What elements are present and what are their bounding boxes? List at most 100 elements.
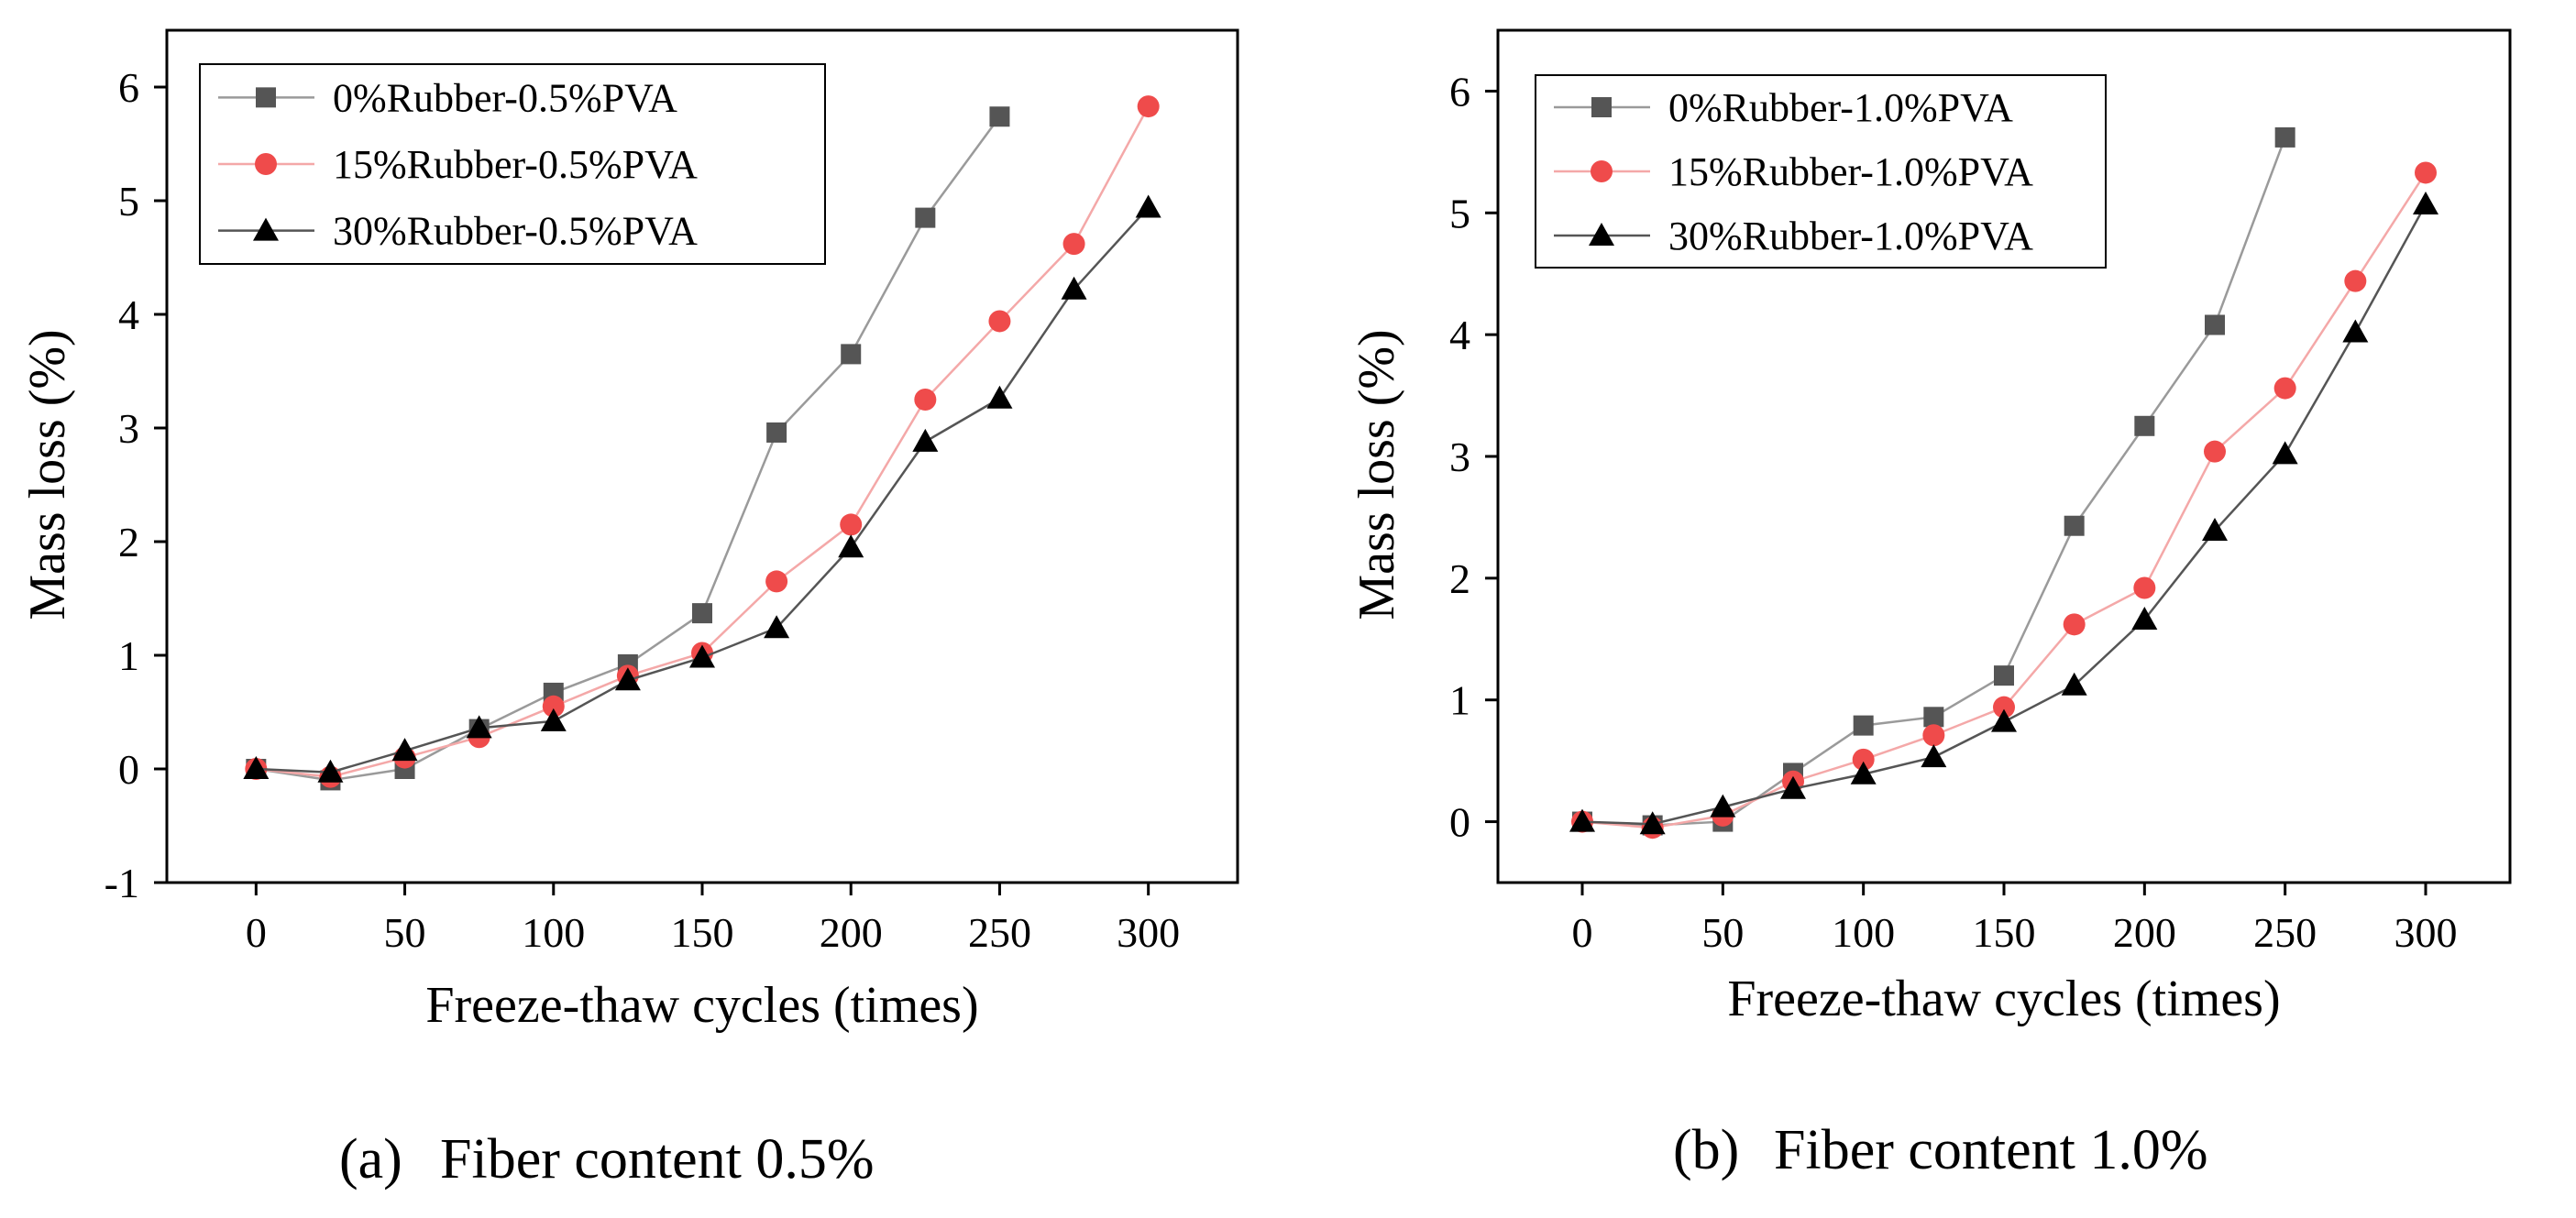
- panel-b-y-tick-label: 1: [1449, 677, 1470, 724]
- panel-a-x-axis-title: Freeze-thaw cycles (times): [425, 977, 978, 1034]
- panel-b-series-3-point: [2342, 319, 2369, 343]
- panel-a-y-axis-title: Mass loss (%): [19, 329, 76, 620]
- panel-a-caption-text: Fiber content 0.5%: [440, 1128, 875, 1191]
- panel-a-series-1-point: [766, 422, 787, 443]
- panel-a-y-tick-label: 4: [118, 291, 139, 338]
- panel-b-series-2-point: [2133, 576, 2156, 599]
- panel-a-x-tick-label: 50: [384, 909, 426, 956]
- panel-b-x-tick-label: 250: [2253, 909, 2317, 956]
- panel-a-legend-label: 30%Rubber-0.5%PVA: [333, 209, 698, 254]
- panel-a-legend-marker: [256, 87, 276, 108]
- panel-b-legend-marker: [1591, 97, 1612, 117]
- panel-a-x-tick-label: 300: [1117, 909, 1180, 956]
- panel-b-series-3-point: [1850, 761, 1877, 785]
- panel-b-caption-text: Fiber content 1.0%: [1774, 1119, 2208, 1181]
- panel-a-legend-marker: [253, 217, 279, 241]
- panel-a-series-3-point: [540, 708, 567, 731]
- panel-b-y-tick-label: 0: [1449, 799, 1470, 846]
- panel-a-series-3-line: [256, 206, 1150, 774]
- panel-b-legend-marker: [1589, 223, 1614, 246]
- panel-a-legend-label: 15%Rubber-0.5%PVA: [333, 142, 698, 187]
- panel-b-series-3-point: [1921, 744, 1947, 768]
- panel-a-chart: 0 50 100 150 200 250 300 -1 0 1 2 3 4 5 6 Freeze-thaw c…: [19, 28, 1239, 1191]
- panel-b-x-tick-label: 0: [1572, 909, 1593, 956]
- panel-b-series-3-point: [1780, 775, 1806, 799]
- panel-a-series-3-point: [986, 385, 1013, 409]
- panel-b-series-1-point: [2205, 314, 2225, 335]
- panel-b-series-3-point: [1710, 794, 1736, 817]
- panel-a-series-1-point: [692, 603, 712, 624]
- panel-b-series-2-point: [2273, 377, 2296, 400]
- panel-a-series-2-point: [840, 513, 863, 536]
- panel-b-legend-label: 15%Rubber-1.0%PVA: [1668, 149, 2033, 194]
- panel-b-legend-marker: [1591, 160, 1613, 182]
- panel-b-series-3-point: [1991, 708, 2017, 732]
- panel-a-series-3-point: [764, 615, 790, 639]
- panel-a-legend-marker: [255, 153, 277, 175]
- panel-a-series-3-point: [243, 756, 270, 779]
- panel-a-series-3-point: [912, 428, 939, 452]
- panel-a-series-1-point: [841, 344, 862, 365]
- panel-a-series-3-point: [689, 644, 715, 668]
- panel-a-x-tick-label: 200: [820, 909, 883, 956]
- panel-b-y-tick-label: 6: [1449, 68, 1470, 115]
- panel-b-legend-label: 30%Rubber-1.0%PVA: [1668, 214, 2033, 258]
- panel-b-series-2-point: [1922, 724, 1945, 747]
- panel-a-series-3-point: [1135, 194, 1161, 218]
- panel-b-legend-label: 0%Rubber-1.0%PVA: [1668, 85, 2013, 130]
- panel-b-x-tick-label: 50: [1701, 909, 1744, 956]
- panel-b-x-tick-label: 200: [2113, 909, 2176, 956]
- panel-b-series-1-point: [2274, 126, 2295, 148]
- panel-a-series-3-point: [838, 534, 864, 558]
- panel-b-chart: 0 50 100 150 200 250 300 0 1 2 3 4 5 6 Freeze-thaw cyc…: [1349, 28, 2512, 1181]
- panel-b-x-tick-label: 100: [1832, 909, 1895, 956]
- panel-b-y-tick-label: 5: [1449, 190, 1470, 236]
- panel-b-series-1-point: [1853, 715, 1874, 736]
- panel-b-series-2-point: [2063, 613, 2086, 636]
- panel-a-series-1-point: [915, 207, 936, 228]
- panel-a-series-1-point: [989, 106, 1010, 127]
- panel-a-series-2-point: [1137, 95, 1160, 118]
- panel-b-series-3-point: [2272, 441, 2298, 465]
- panel-a-y-tick-label: 6: [118, 64, 139, 111]
- panel-b-x-tick-label: 150: [1973, 909, 2036, 956]
- panel-a-legend-label: 0%Rubber-0.5%PVA: [333, 75, 677, 120]
- panel-a-y-tick-label: -1: [105, 860, 139, 906]
- panel-b-series-2-point: [2344, 269, 2367, 292]
- panel-b-series-3-point: [2202, 518, 2228, 542]
- panel-a-series-3-point: [1061, 276, 1087, 300]
- panel-a-x-tick-label: 250: [968, 909, 1031, 956]
- panel-a-series-2-point: [988, 310, 1011, 333]
- panel-a-series-3-point: [317, 759, 344, 783]
- panel-b-x-tick-label: 300: [2394, 909, 2458, 956]
- panel-b-y-axis-title: Mass loss (%): [1349, 329, 1405, 620]
- panel-b-y-tick-label: 3: [1449, 433, 1470, 480]
- panel-b-series-1-point: [1994, 665, 2014, 686]
- panel-a-series-2-point: [914, 389, 937, 411]
- panel-a-y-tick-label: 5: [118, 178, 139, 225]
- panel-a-caption-letter: (a): [339, 1128, 402, 1191]
- panel-a-x-tick-label: 100: [522, 909, 585, 956]
- panel-b-series-3-point: [2131, 607, 2158, 631]
- panel-b-series-3-point: [1569, 808, 1595, 832]
- panel-b-series-1-point: [2134, 415, 2155, 436]
- panel-b-series-2-point: [1852, 748, 1875, 771]
- panel-b-series-1-point: [2064, 515, 2085, 536]
- panel-b-series-1-point: [1923, 707, 1944, 728]
- panel-a-y-tick-label: 2: [118, 519, 139, 565]
- panel-b-series-3-point: [2061, 672, 2087, 696]
- panel-a-y-tick-label: 3: [118, 405, 139, 452]
- panel-a-x-tick-label: 0: [246, 909, 267, 956]
- panel-b-caption-letter: (b): [1673, 1119, 1739, 1181]
- panel-b-series-2-point: [1993, 696, 2015, 719]
- panel-a-series-3-point: [391, 738, 418, 762]
- panel-a-series-3-point: [466, 715, 492, 739]
- panel-b-series-2-point: [2204, 440, 2226, 463]
- panel-b-series-3-point: [2413, 191, 2438, 214]
- panel-b-series-2-point: [2415, 161, 2437, 184]
- panel-a-series-2-point: [765, 570, 788, 593]
- panel-b-y-tick-label: 4: [1449, 312, 1470, 358]
- panel-a-y-tick-label: 1: [118, 632, 139, 679]
- panel-b-y-tick-label: 2: [1449, 555, 1470, 602]
